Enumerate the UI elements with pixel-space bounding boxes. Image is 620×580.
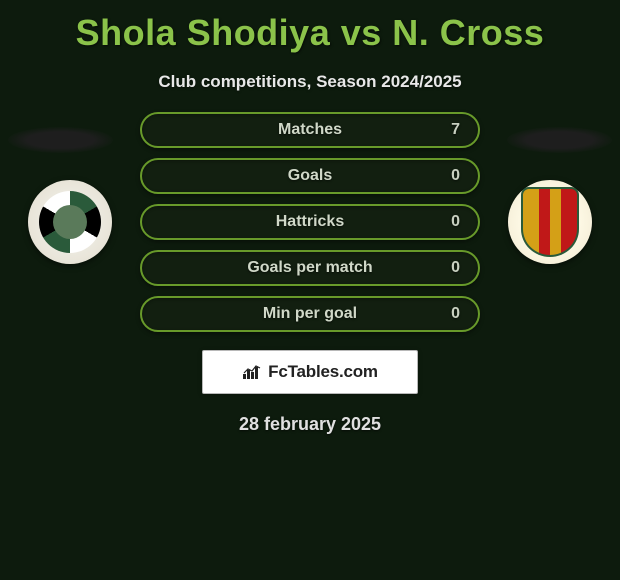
stat-value-right: 0 (451, 305, 460, 323)
stat-value-right: 7 (451, 121, 460, 139)
brand-badge[interactable]: FcTables.com (202, 350, 418, 394)
brand-text: FcTables.com (268, 362, 378, 382)
stat-value-right: 0 (451, 259, 460, 277)
comparison-area: Matches 7 Goals 0 Hattricks 0 Goals per … (0, 112, 620, 342)
stat-value-right: 0 (451, 167, 460, 185)
page-title: Shola Shodiya vs N. Cross (0, 0, 620, 54)
stat-label: Goals (288, 167, 332, 185)
left-club-badge (28, 180, 112, 264)
bar-chart-icon (242, 364, 262, 380)
stat-row-goals: Goals 0 (140, 158, 480, 194)
player-shadow-right (507, 127, 612, 153)
stat-label: Hattricks (276, 213, 344, 231)
date-footer: 28 february 2025 (0, 414, 620, 435)
stat-row-goals-per-match: Goals per match 0 (140, 250, 480, 286)
stat-row-matches: Matches 7 (140, 112, 480, 148)
stat-row-min-per-goal: Min per goal 0 (140, 296, 480, 332)
right-club-crest-icon (521, 187, 579, 257)
stat-value-right: 0 (451, 213, 460, 231)
page-subtitle: Club competitions, Season 2024/2025 (0, 72, 620, 92)
stat-label: Goals per match (247, 259, 372, 277)
stat-label: Matches (278, 121, 342, 139)
player-shadow-left (8, 127, 113, 153)
left-club-crest-icon (39, 191, 101, 253)
stat-row-hattricks: Hattricks 0 (140, 204, 480, 240)
stats-column: Matches 7 Goals 0 Hattricks 0 Goals per … (140, 112, 480, 342)
stat-label: Min per goal (263, 305, 357, 323)
right-club-badge (508, 180, 592, 264)
